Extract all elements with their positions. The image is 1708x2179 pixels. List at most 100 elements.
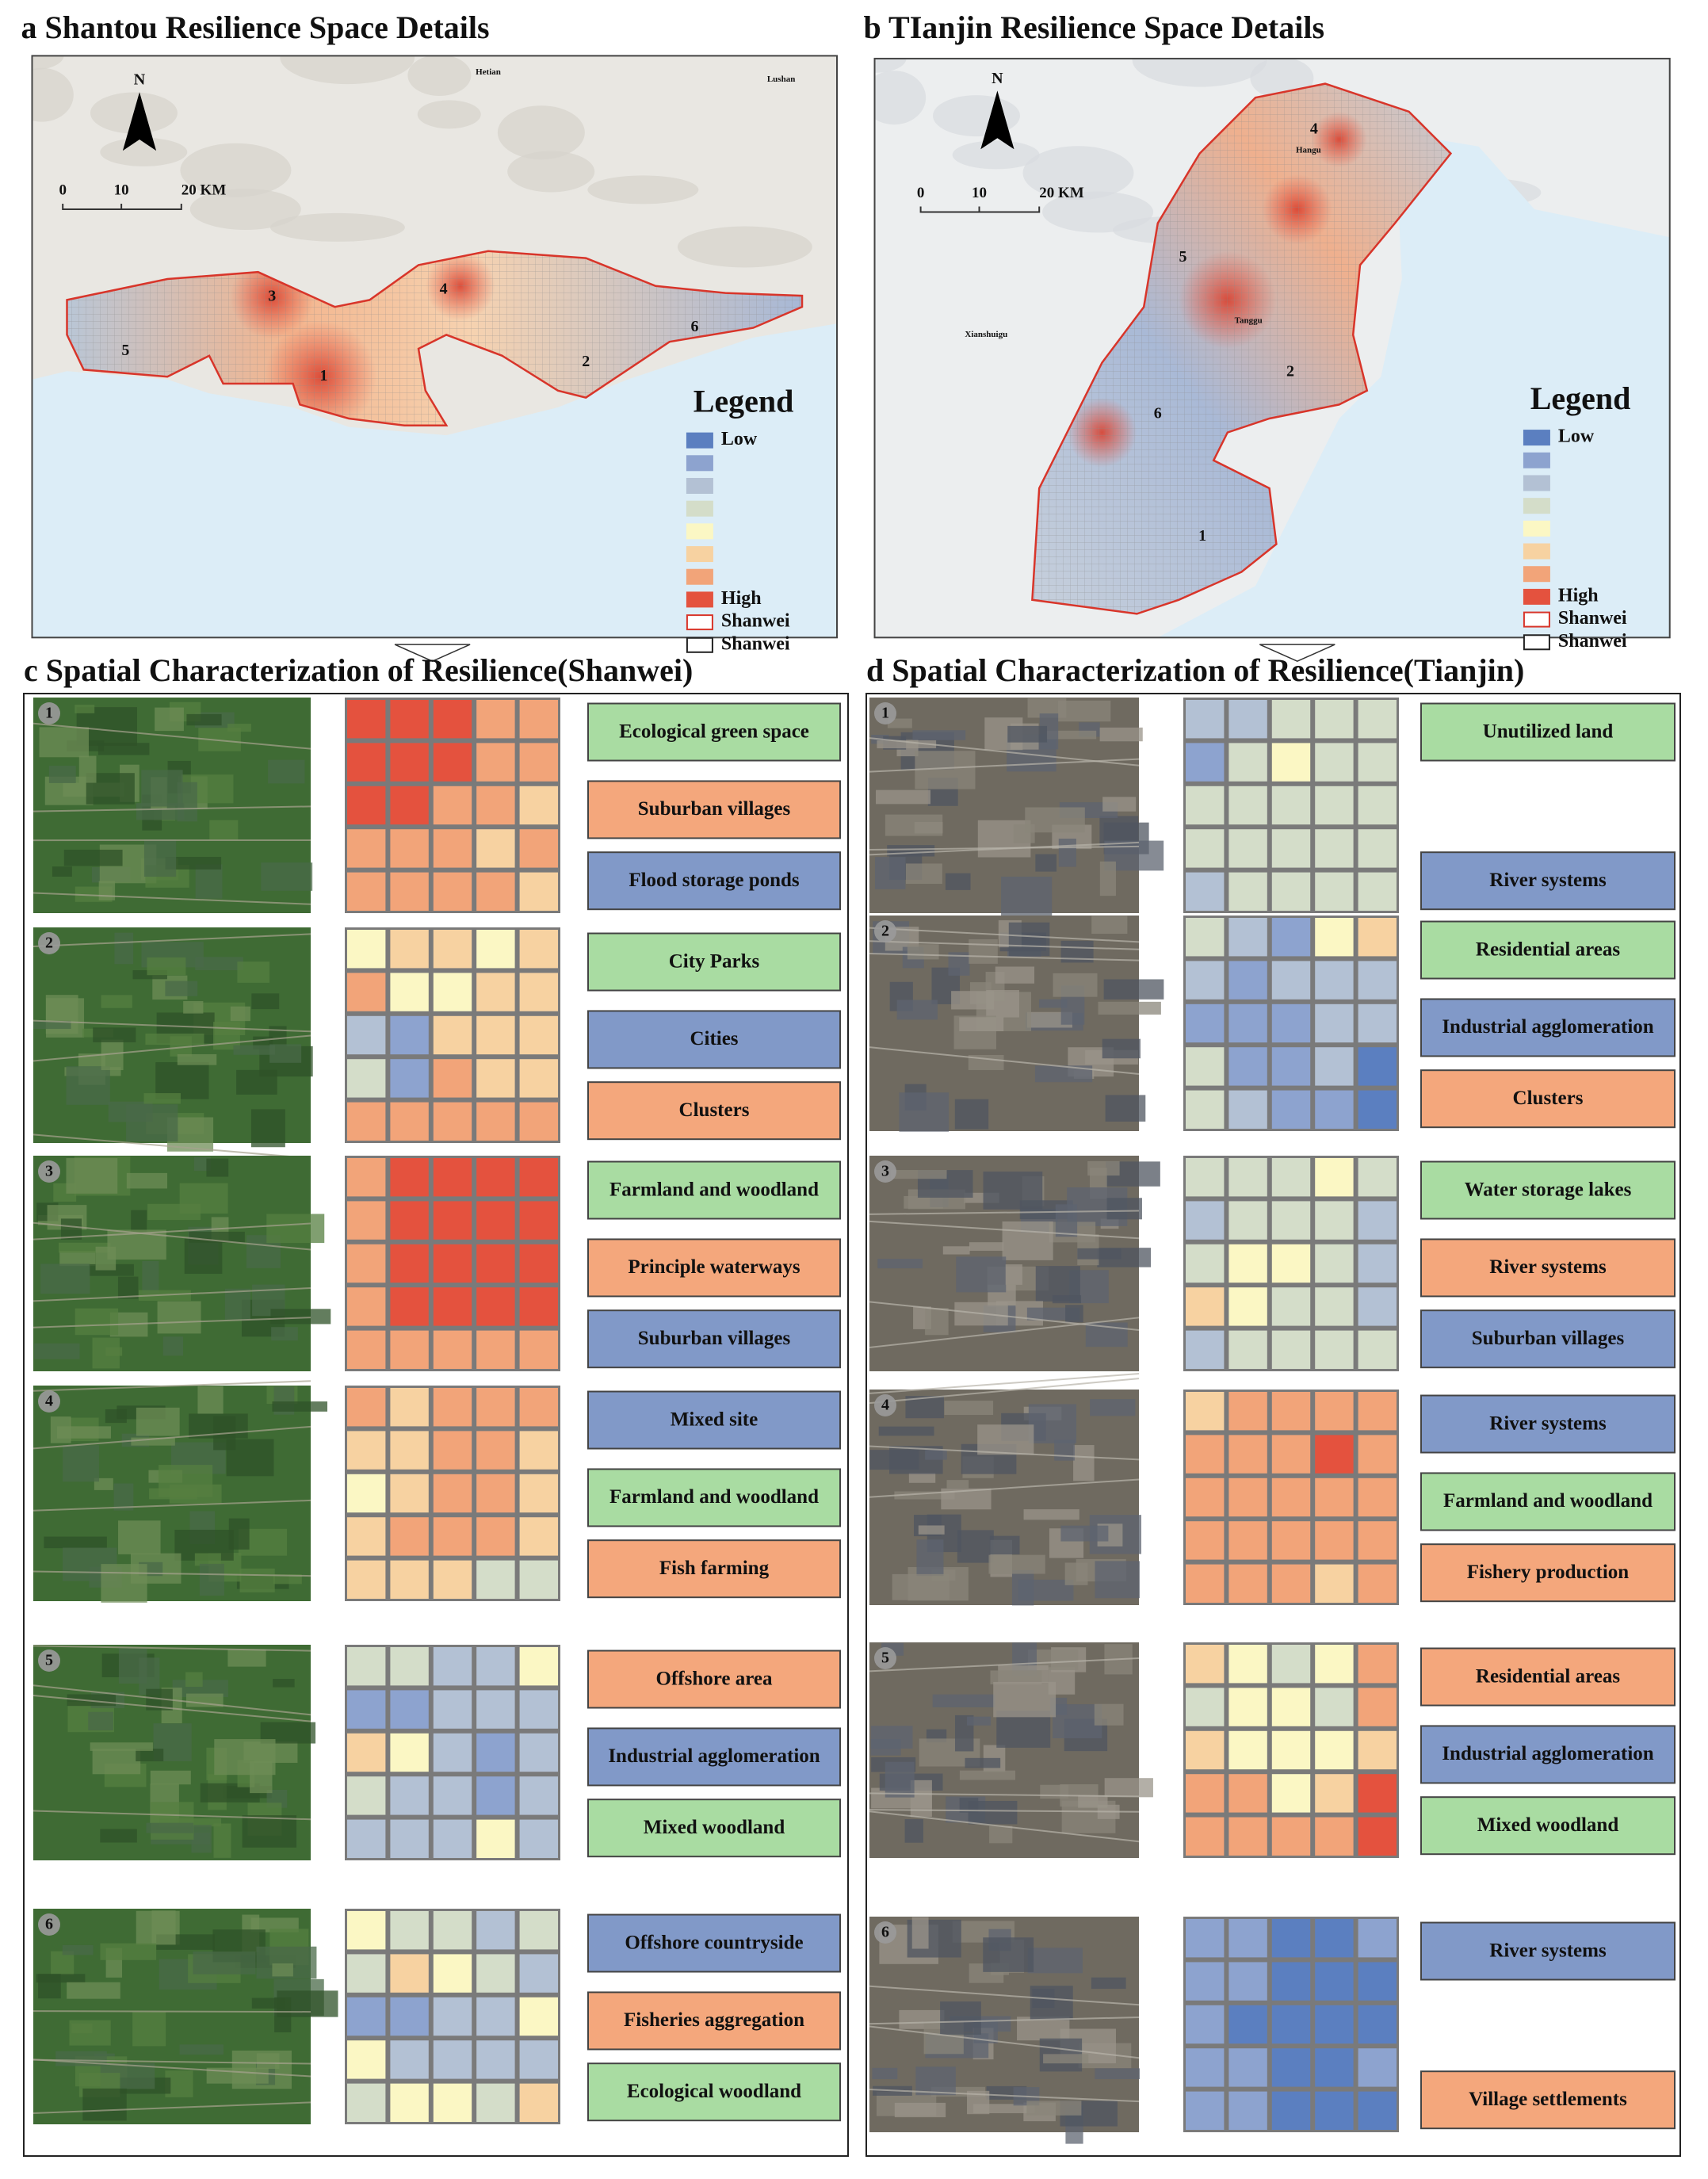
grid-cell	[1315, 1521, 1354, 1560]
grid-cell	[1315, 743, 1354, 782]
map: 1 2 3 4 5 6 Hetian Lushan N 0 10 20 KM Legend Low High…	[31, 55, 839, 663]
grid-cell	[1228, 1645, 1267, 1684]
row-number: 6	[881, 1924, 889, 1941]
image-patch	[1058, 839, 1076, 867]
grid-cell	[476, 1330, 515, 1369]
grid-cell	[1358, 1287, 1397, 1326]
image-patch	[100, 1829, 137, 1843]
grid-cell	[347, 1287, 386, 1326]
image-patch	[150, 1770, 191, 1785]
grid-cell	[1186, 1564, 1225, 1603]
image-road	[32, 1221, 311, 1251]
image-patch	[82, 2088, 127, 2121]
grid-cell	[1315, 961, 1354, 1000]
region-number: 5	[121, 342, 129, 359]
image-patch	[1105, 1095, 1146, 1122]
image-road	[32, 1133, 311, 1160]
grid-cell	[1315, 1287, 1354, 1326]
image-patch	[273, 1574, 302, 1585]
grid-cell	[1271, 1090, 1311, 1129]
grid-cell	[1186, 1330, 1225, 1369]
image-road	[32, 2059, 311, 2065]
image-patch	[1046, 730, 1097, 740]
image-patch	[242, 1815, 297, 1848]
grid-cell	[1358, 1688, 1397, 1726]
grid-cell	[390, 1474, 429, 1513]
row-number: 4	[881, 1397, 889, 1414]
image-patch	[907, 944, 939, 960]
image-patch	[1095, 1561, 1140, 1599]
grid-cell	[347, 2040, 386, 2079]
grid-cell	[519, 2040, 558, 2079]
grid-cell	[1271, 743, 1311, 782]
image-patch	[194, 1553, 221, 1566]
grid-cell	[519, 1330, 558, 1369]
image-road	[869, 1301, 1140, 1332]
legend-swatch	[686, 523, 713, 540]
image-patch	[63, 849, 123, 866]
image-patch	[872, 2067, 898, 2080]
grid-cell	[1315, 1478, 1354, 1517]
grid-cell	[476, 786, 515, 825]
image-patch	[1028, 1404, 1077, 1443]
grid-cell	[347, 1102, 386, 1141]
grid-cell	[347, 1059, 386, 1098]
image-patch	[193, 1952, 256, 1974]
grid-cell	[1228, 1774, 1267, 1813]
grid-cell	[1271, 1521, 1311, 1560]
label-text: Principle waterways	[628, 1256, 801, 1278]
label-box	[1420, 1472, 1676, 1531]
image-patch	[250, 1109, 285, 1148]
grid-cell	[1271, 1158, 1311, 1197]
legend-swatch	[1523, 498, 1550, 514]
image-patch	[183, 1000, 204, 1014]
image-patch	[165, 981, 198, 996]
label-box	[587, 1309, 841, 1369]
image-patch	[870, 1726, 913, 1749]
grid-cell	[390, 872, 429, 911]
north-arrow	[980, 90, 1014, 150]
grid-cell	[347, 1560, 386, 1599]
terrain	[1042, 191, 1154, 233]
grid-cell	[1358, 1962, 1397, 2001]
region-number: 6	[690, 318, 698, 335]
grid-cell	[1358, 1047, 1397, 1086]
image-patch	[213, 1022, 240, 1050]
row-badge	[38, 702, 60, 724]
image-patch	[67, 1982, 120, 1999]
legend-high: High	[721, 588, 762, 609]
grid-cell	[347, 1201, 386, 1240]
grid-cell	[1271, 2005, 1311, 2044]
grid-cell	[476, 1287, 515, 1326]
image-patch	[40, 1263, 90, 1294]
grid-cell	[1315, 1047, 1354, 1086]
image-patch	[206, 1158, 229, 1177]
image-road	[32, 933, 311, 948]
label-box	[587, 1390, 841, 1450]
grid-cell	[476, 2040, 515, 2079]
image-patch	[146, 1822, 194, 1833]
grid-cell	[1315, 1645, 1354, 1684]
image-patch	[885, 814, 943, 836]
image-patch	[155, 707, 184, 732]
image-patch	[105, 1347, 123, 1356]
image-patch	[1091, 916, 1128, 935]
image-patch	[227, 724, 251, 732]
grid-cell	[1228, 2005, 1267, 2044]
image-patch	[959, 1798, 979, 1813]
grid-cell	[476, 1776, 515, 1815]
image-patch	[946, 1480, 969, 1489]
image-patch	[908, 1473, 936, 1483]
grid-cell	[1186, 1201, 1225, 1240]
grid-cell	[1228, 961, 1267, 1000]
grid-cell	[519, 1158, 558, 1197]
terrain	[874, 58, 907, 73]
grid-cell	[1358, 1244, 1397, 1283]
image-road	[869, 758, 1140, 773]
grid-cell	[1358, 1003, 1397, 1043]
grid-cell	[1358, 1919, 1397, 1958]
label-text: Fishery production	[1467, 1562, 1630, 1583]
grid-cell	[476, 973, 515, 1011]
image-road	[32, 1222, 311, 1241]
label-text: Mixed site	[671, 1409, 758, 1430]
